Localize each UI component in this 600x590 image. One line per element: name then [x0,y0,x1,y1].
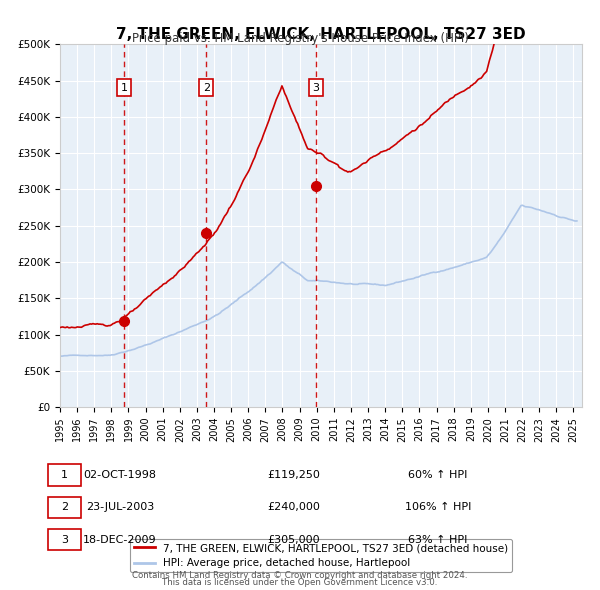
Text: £119,250: £119,250 [268,470,320,480]
Text: 60% ↑ HPI: 60% ↑ HPI [409,470,467,480]
Title: 7, THE GREEN, ELWICK, HARTLEPOOL, TS27 3ED: 7, THE GREEN, ELWICK, HARTLEPOOL, TS27 3… [116,27,526,42]
Text: 1: 1 [121,83,128,93]
Legend: 7, THE GREEN, ELWICK, HARTLEPOOL, TS27 3ED (detached house), HPI: Average price,: 7, THE GREEN, ELWICK, HARTLEPOOL, TS27 3… [130,539,512,572]
Text: 3: 3 [61,535,68,545]
Text: 23-JUL-2003: 23-JUL-2003 [86,503,154,512]
Text: 63% ↑ HPI: 63% ↑ HPI [409,535,467,545]
Text: This data is licensed under the Open Government Licence v3.0.: This data is licensed under the Open Gov… [163,578,437,588]
Text: 18-DEC-2009: 18-DEC-2009 [83,535,157,545]
Text: £305,000: £305,000 [268,535,320,545]
Text: £240,000: £240,000 [268,503,320,512]
Text: Contains HM Land Registry data © Crown copyright and database right 2024.: Contains HM Land Registry data © Crown c… [132,571,468,580]
Text: 3: 3 [313,83,320,93]
Text: 02-OCT-1998: 02-OCT-1998 [83,470,157,480]
Text: 106% ↑ HPI: 106% ↑ HPI [405,503,471,512]
Text: 2: 2 [203,83,210,93]
Text: Price paid vs. HM Land Registry's House Price Index (HPI): Price paid vs. HM Land Registry's House … [131,32,469,45]
Text: 1: 1 [61,470,68,480]
Text: 2: 2 [61,503,68,512]
